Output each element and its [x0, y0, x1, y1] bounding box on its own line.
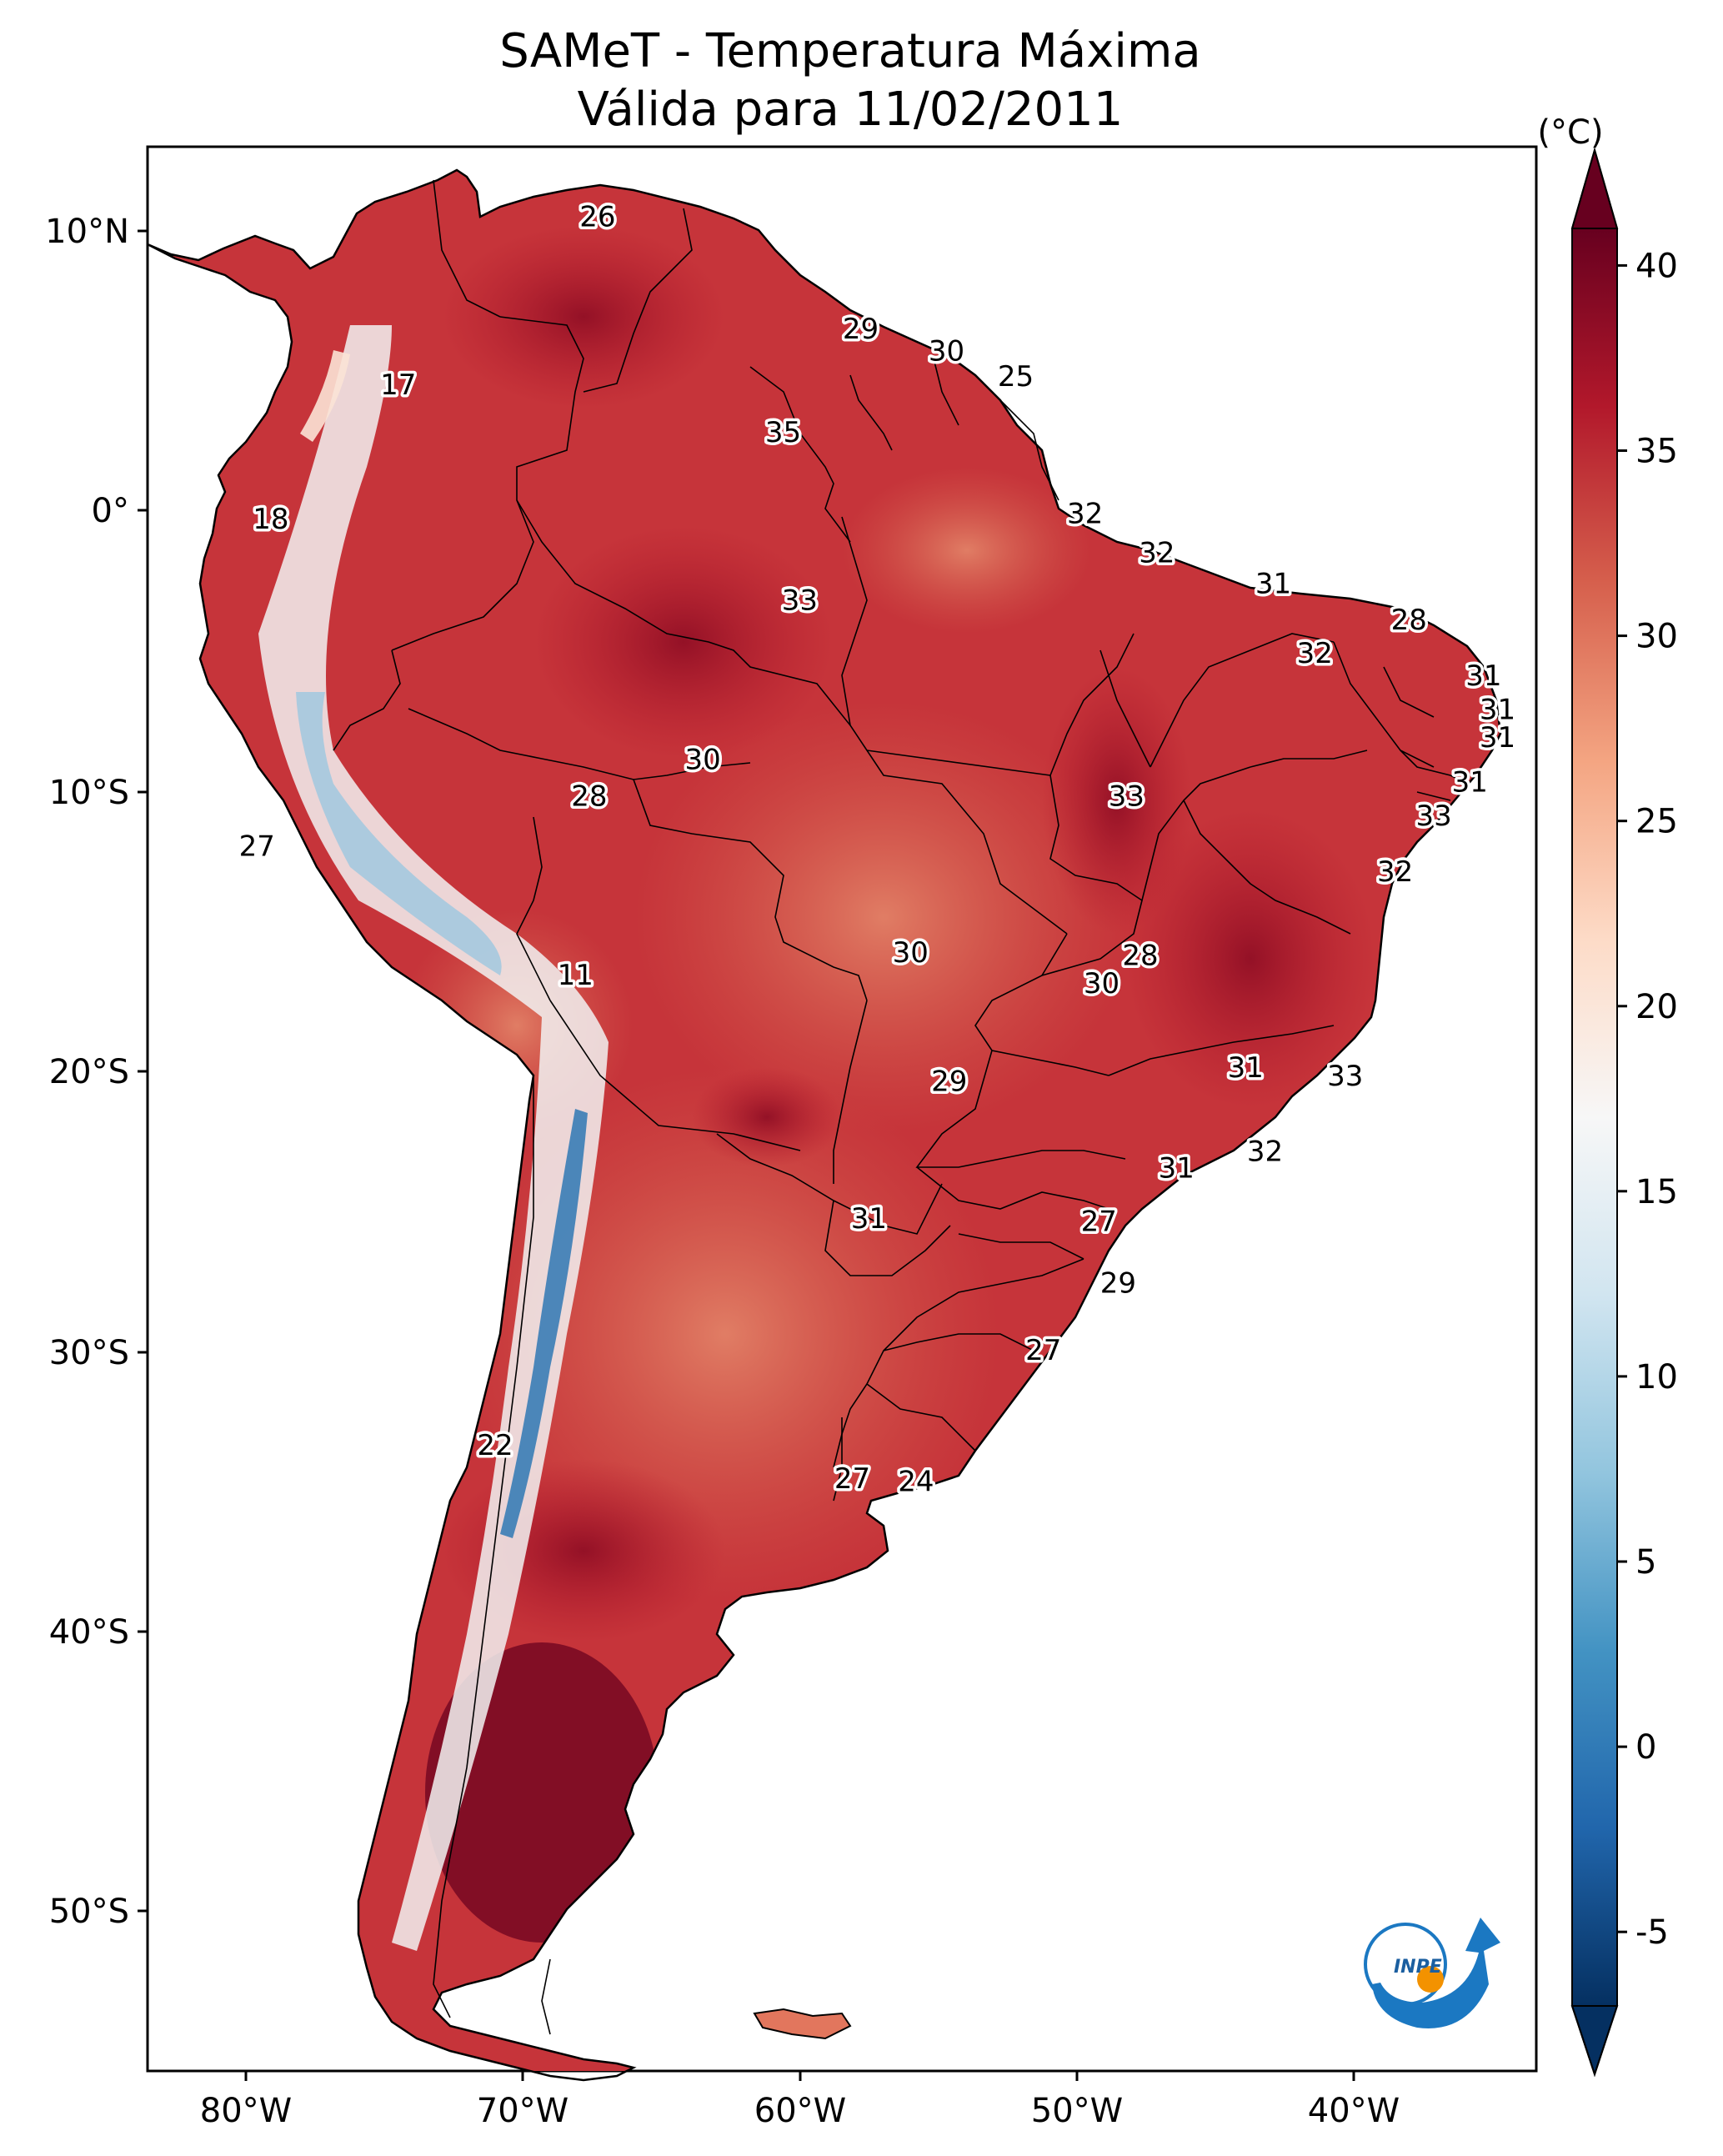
- colorbar-tick-label: 25: [1635, 803, 1678, 841]
- temperature-value-label: 33: [782, 584, 818, 617]
- temperature-value-label: 30: [929, 335, 964, 369]
- temperature-value-label: 26: [579, 201, 615, 234]
- temperature-value-label: 24: [898, 1466, 934, 1499]
- latitude-label: 10°N: [45, 213, 129, 251]
- latitude-label: 30°S: [49, 1334, 129, 1372]
- temperature-value-label: 35: [765, 416, 801, 449]
- temperature-value-label: 31: [1255, 567, 1291, 600]
- temperature-value-label: 33: [1415, 800, 1451, 833]
- colorbar-tick-label: 35: [1635, 433, 1678, 471]
- temperature-value-label: 31: [1480, 721, 1515, 755]
- temperature-value-label: 33: [1109, 780, 1144, 813]
- temperature-value-label: 18: [253, 503, 288, 536]
- temperature-value-label: 25: [998, 360, 1034, 394]
- longitude-label: 40°W: [1308, 2092, 1400, 2130]
- temperature-value-label: 30: [1084, 967, 1119, 1000]
- longitude-label: 80°W: [200, 2092, 292, 2130]
- colorbar: (°C) 40 35 30 25 20 15 10 5 0 -5: [1537, 113, 1678, 2078]
- temperature-value-label: 33: [1327, 1060, 1363, 1093]
- latitude-axis: 10°N 0° 10°S 20°S 30°S 40°S 50°S: [45, 213, 148, 1931]
- colorbar-tick-label: 30: [1635, 618, 1678, 656]
- temperature-value-label: 29: [931, 1065, 967, 1099]
- colorbar-tick-label: 0: [1635, 1728, 1656, 1767]
- colorbar-tick-label: 15: [1635, 1173, 1678, 1211]
- temperature-value-label: 17: [380, 369, 416, 402]
- temperature-value-label: 31: [1159, 1152, 1195, 1186]
- temperature-value-label: 30: [684, 744, 720, 777]
- temperature-value-label: 11: [558, 959, 594, 992]
- inpe-logo: INPE: [1364, 1918, 1500, 2028]
- latitude-label: 10°S: [49, 774, 129, 812]
- temperature-value-label: 32: [1377, 855, 1413, 889]
- longitude-label: 60°W: [754, 2092, 846, 2130]
- temperature-value-label: 27: [1025, 1334, 1061, 1367]
- temperature-value-label: 22: [477, 1429, 513, 1462]
- temperature-value-label: 32: [1067, 497, 1103, 530]
- title-line-1: SAMeT - Temperatura Máxima: [499, 24, 1201, 78]
- temperature-value-label: 28: [1391, 604, 1427, 637]
- longitude-label: 50°W: [1031, 2092, 1123, 2130]
- colorbar-tick-label: 10: [1635, 1358, 1678, 1396]
- latitude-label: 40°S: [49, 1613, 129, 1652]
- temperature-value-label: 28: [571, 780, 607, 813]
- title-line-2: Válida para 11/02/2011: [578, 83, 1124, 137]
- temperature-value-label: 29: [1100, 1266, 1136, 1300]
- temperature-value-label: 32: [1247, 1136, 1283, 1169]
- temperature-value-label: 27: [1081, 1205, 1117, 1238]
- longitude-label: 70°W: [477, 2092, 568, 2130]
- temperature-value-label: 32: [1139, 536, 1175, 569]
- temperature-value-label: 31: [1228, 1051, 1264, 1085]
- temperature-value-label: 31: [851, 1202, 887, 1236]
- temperature-value-label: 30: [893, 936, 929, 970]
- latitude-label: 20°S: [49, 1053, 129, 1091]
- temperature-value-label: 31: [1480, 693, 1515, 726]
- latitude-label: 50°S: [49, 1893, 129, 1931]
- temperature-value-label: 27: [834, 1462, 870, 1496]
- latitude-label: 0°: [92, 492, 129, 530]
- colorbar-tick-label: 40: [1635, 247, 1678, 285]
- temperature-value-label: 31: [1452, 766, 1488, 800]
- colorbar-tick-label: 20: [1635, 988, 1678, 1026]
- colorbar-min-triangle: [1570, 2005, 1619, 2078]
- temperature-value-label: 31: [1465, 659, 1501, 693]
- temperature-value-label: 29: [843, 313, 879, 346]
- country-borders: [333, 179, 1468, 2035]
- longitude-axis: 80°W 70°W 60°W 50°W 40°W: [200, 2071, 1400, 2130]
- colorbar-unit: (°C): [1537, 113, 1603, 152]
- colorbar-tick-label: 5: [1635, 1543, 1656, 1582]
- svg-text:INPE: INPE: [1394, 1957, 1442, 1978]
- temperature-value-label: 27: [239, 830, 275, 864]
- colorbar-ticks: 40 35 30 25 20 15 10 5 0 -5: [1617, 247, 1678, 1952]
- colorbar-tick-label: -5: [1635, 1913, 1669, 1952]
- temperature-value-label: 28: [1122, 940, 1158, 973]
- temperature-value-label: 32: [1297, 637, 1333, 670]
- colorbar-max-triangle: [1570, 147, 1619, 229]
- colorbar-scale: [1572, 228, 1617, 2006]
